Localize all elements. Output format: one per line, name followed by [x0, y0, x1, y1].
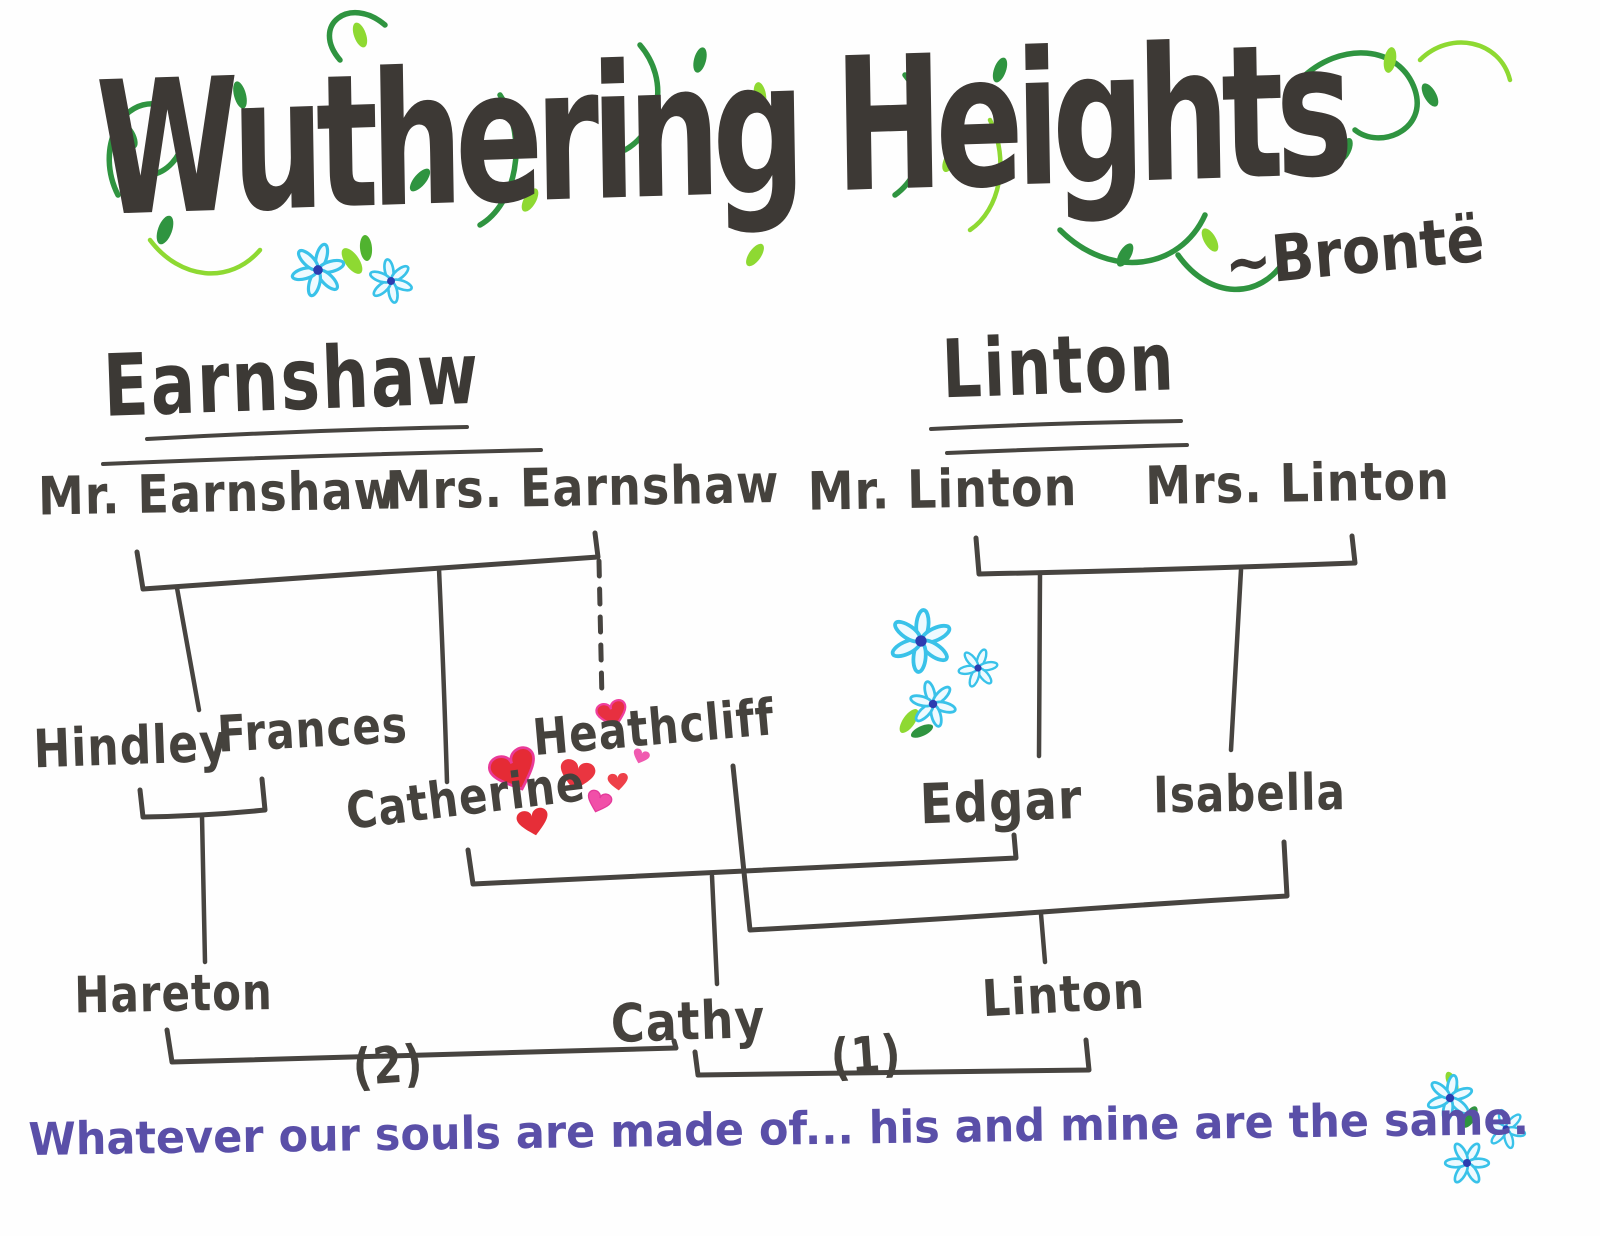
- vine-leaf: [1116, 243, 1134, 267]
- earnshaw-underline-bottom: [101, 448, 543, 466]
- hareton-cathy-marriage-bracket: [164, 1027, 679, 1065]
- person-mr-earnshaw: Mr. Earnshaw: [37, 458, 398, 528]
- flower-leaf: [341, 248, 363, 274]
- person-hareton: Hareton: [73, 962, 274, 1025]
- isabella-drop-line: [1228, 567, 1244, 753]
- title-vine-decoration: [106, 10, 1513, 293]
- vine-stem: [1297, 50, 1420, 141]
- flower-leaf: [899, 709, 919, 733]
- vine-stem: [622, 42, 661, 153]
- vine-leaf: [233, 81, 247, 109]
- linton-underline-bottom: [945, 443, 1189, 455]
- family-heading-linton: Linton: [940, 313, 1177, 417]
- earnshaw-marriage-bar: [134, 530, 601, 592]
- person-mrs-linton: Mrs. Linton: [1144, 449, 1451, 517]
- person-mrs-earnshaw: Mrs. Earnshaw: [385, 452, 781, 522]
- vine-leaf: [156, 215, 174, 245]
- vine-leaf-light: [1201, 228, 1219, 252]
- flower-leaf: [359, 235, 373, 261]
- vine-leaf-light: [198, 156, 212, 184]
- vine-leaf: [1242, 106, 1258, 134]
- vine-leaf-light: [746, 243, 764, 267]
- hindley-drop-line: [174, 585, 202, 713]
- vine-leaf-light: [942, 147, 958, 173]
- vine-leaf: [1421, 83, 1439, 107]
- vine-leaf: [409, 168, 431, 192]
- flower-icon: [886, 605, 956, 677]
- person-isabella: Isabella: [1152, 762, 1347, 825]
- vine-stem: [1057, 212, 1208, 266]
- vine-stem: [1175, 252, 1288, 293]
- person-edgar: Edgar: [918, 767, 1084, 838]
- vine-stem: [326, 10, 388, 63]
- hareton-drop-line: [199, 813, 208, 965]
- vine-stem: [892, 72, 928, 198]
- edgar-drop-line: [1036, 571, 1043, 759]
- cathy-linton-marriage-bracket: [692, 1037, 1092, 1078]
- person-cathy: Cathy: [609, 987, 767, 1055]
- marriage-order-label-1: (1): [828, 1023, 904, 1088]
- vine-leaf-light: [352, 22, 368, 48]
- earnshaw-underline-top: [145, 425, 469, 441]
- person-frances: Frances: [215, 695, 410, 764]
- cathy-drop-line: [709, 873, 720, 987]
- person-hindley: Hindley: [32, 712, 230, 781]
- vine-leaf-light: [1383, 47, 1397, 73]
- vine-stem: [106, 101, 188, 198]
- heart-icon: [607, 772, 629, 792]
- linton-underline-top: [929, 419, 1183, 431]
- vine-leaf: [693, 47, 707, 73]
- heart-icon: [583, 788, 614, 816]
- flower-icon: [365, 254, 417, 308]
- vine-leaf-light: [753, 82, 767, 108]
- family-heading-earnshaw: Earnshaw: [101, 323, 482, 437]
- person-mr-linton: Mr. Linton: [807, 455, 1078, 523]
- hindley-frances-marriage-bracket: [137, 776, 268, 820]
- book-title: Wuthering Heights: [94, 1, 1347, 258]
- flower-leaf: [910, 724, 934, 738]
- vine-leaf: [601, 107, 619, 133]
- marriage-order-label-2: (2): [350, 1033, 426, 1098]
- heathcliff-adoption-dashed-line: [596, 558, 605, 703]
- person-linton-child: Linton: [980, 961, 1147, 1029]
- flower-decorations: [284, 235, 1531, 1194]
- flower-icon: [952, 641, 1004, 695]
- vine-leaf: [1337, 137, 1353, 163]
- linton-marriage-bar: [973, 533, 1358, 577]
- flower-leaf: [1462, 1106, 1478, 1128]
- linton-child-drop-line: [1038, 911, 1048, 965]
- family-tree-lines: [101, 419, 1358, 1078]
- vine-leaf-light: [521, 188, 539, 212]
- vine-leaf: [850, 128, 870, 152]
- vine-leaf: [992, 57, 1008, 83]
- catherine-drop-line: [436, 566, 450, 785]
- vine-stem-light: [967, 117, 1003, 233]
- vine-leaf: [118, 121, 138, 149]
- vine-stem-light: [1417, 40, 1513, 83]
- vine-stem-light: [147, 237, 263, 276]
- vine-stem: [477, 92, 519, 228]
